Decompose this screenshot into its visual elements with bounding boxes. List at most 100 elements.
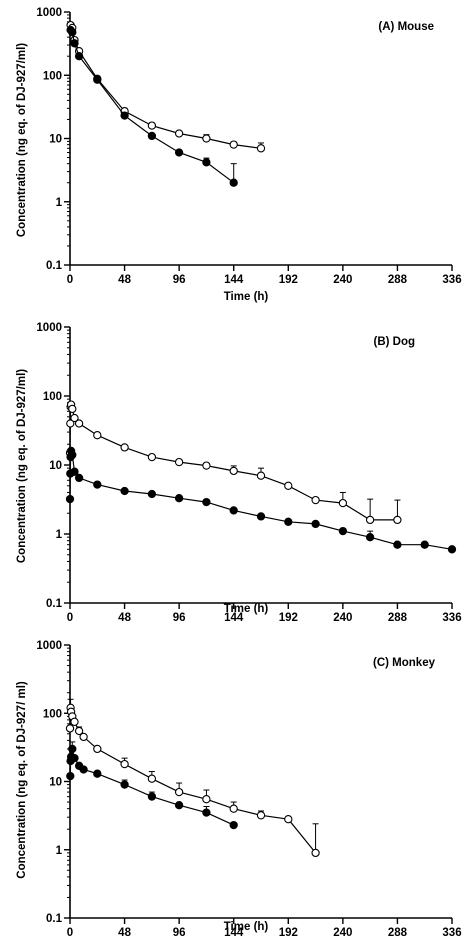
panel-b-series-open-point <box>70 413 79 423</box>
panel-b-series-filled-point <box>120 486 129 496</box>
panel-b-series-open-line <box>69 402 398 521</box>
y-tick-label: 1000 <box>36 640 62 652</box>
panel-c-series-filled-point <box>79 765 88 774</box>
panel-b-series-filled-point <box>147 489 157 499</box>
y-tick-label: 1000 <box>36 7 62 19</box>
panel-c-series-open-point <box>79 732 88 742</box>
x-tick-label: 192 <box>279 274 298 286</box>
panel-a-series-open-point <box>256 144 266 153</box>
x-tick-label: 0 <box>67 927 73 939</box>
panel-b-series-open-point <box>311 495 320 505</box>
panel-a-series-open-point <box>229 140 238 149</box>
x-tick-label: 336 <box>442 927 461 939</box>
panel-b-series-open-point <box>147 452 157 462</box>
panel-b-series-filled-point <box>202 497 211 507</box>
panel-a-series-open-point <box>202 134 211 143</box>
panel-b-series-open-point <box>393 515 402 525</box>
y-tick-label: 1 <box>56 845 63 857</box>
panel-a-series-open-point <box>174 129 184 138</box>
panel-c-series-open-point <box>174 787 184 797</box>
panel-b-series-filled-point <box>70 467 79 476</box>
panel-b-series-open-point <box>66 419 75 428</box>
y-tick-label: 1000 <box>36 322 62 334</box>
panel-c-series-filled-point <box>174 801 184 810</box>
panel-b-series-filled-point <box>311 519 320 529</box>
panel-c-series-open-point <box>120 759 129 769</box>
panel-b-series-filled-point <box>65 494 75 504</box>
x-tick-label: 48 <box>118 274 131 286</box>
x-tick-label: 96 <box>173 612 186 624</box>
panel-c-series-filled-point <box>93 769 102 778</box>
panel-b-series-open-point <box>68 404 77 414</box>
y-tick-label: 1 <box>56 529 63 541</box>
panel-c-series-filled-point <box>147 792 157 801</box>
panel-c-series-open-point <box>70 717 79 726</box>
panel-b-series-filled-point <box>284 517 293 526</box>
panel-c-series-open-line <box>69 707 317 854</box>
x-tick-label: 144 <box>224 274 244 286</box>
panel-b-series-filled-point <box>256 512 266 521</box>
x-tick-label: 288 <box>388 274 408 286</box>
panel-c-series-open-point <box>65 724 75 733</box>
y-tick-label: 1 <box>56 197 63 209</box>
y-tick-label: 10 <box>49 460 62 472</box>
panel-a-series-filled-point <box>147 131 157 141</box>
x-tick-label: 144 <box>224 612 244 624</box>
x-tick-label: 240 <box>333 612 352 624</box>
panel-b-label: (B) Dog <box>373 336 415 348</box>
x-tick-label: 240 <box>333 927 352 939</box>
panel-a-series-filled-line <box>70 29 235 184</box>
y-tick-label: 10 <box>49 134 62 146</box>
panel-a-series-filled-point <box>174 148 184 157</box>
panel-a-series-filled-point <box>74 52 84 61</box>
y-tick-label: 100 <box>43 708 62 720</box>
panel-b-series-open-point <box>256 471 266 480</box>
y-tick-label: 100 <box>43 70 62 82</box>
panel-c-series-open-point <box>229 804 238 813</box>
panel-b-series-filled-point <box>229 506 238 515</box>
panel-b-series-open-point <box>229 466 238 476</box>
y-tick-label: 100 <box>43 391 62 403</box>
panel-b-series-filled-point <box>338 526 348 536</box>
x-tick-label: 192 <box>279 927 298 939</box>
x-tick-label: 0 <box>67 274 73 286</box>
panel-b-series-open-point <box>202 461 211 470</box>
x-tick-label: 192 <box>279 612 298 624</box>
panel-b-series-filled-point <box>68 450 77 460</box>
x-tick-label: 240 <box>333 274 352 286</box>
panel-b-series-filled-point <box>420 540 429 549</box>
panel-a: (A) Mouse Concentration (ng eq. of DJ-92… <box>16 7 462 303</box>
panel-a-x-axis-title: Time (h) <box>224 291 269 303</box>
panel-a-series-filled-point <box>120 111 129 120</box>
x-tick-label: 0 <box>67 612 73 624</box>
panel-c-series-open-point <box>311 848 320 858</box>
panel-a-series-filled-point <box>68 28 77 37</box>
y-tick-label: 0.1 <box>46 913 63 925</box>
panel-c-series-filled-point <box>66 771 75 781</box>
x-tick-label: 48 <box>118 612 131 624</box>
panel-a-series-filled-point <box>93 75 102 84</box>
y-tick-label: 0.1 <box>46 598 63 610</box>
panel-c-series-open-point <box>256 811 266 820</box>
x-tick-label: 48 <box>118 927 131 939</box>
panel-c-label: (C) Monkey <box>373 657 436 669</box>
panel-c-series-filled-point <box>68 744 77 754</box>
panel-b-series-filled-point <box>74 473 84 483</box>
y-tick-label: 10 <box>49 777 62 789</box>
panel-c-x-axis-title: Time (h) <box>224 921 269 933</box>
panel-b-series-open-point <box>338 498 348 508</box>
panel-b-series-open-point <box>74 419 84 428</box>
panel-c-series-open-point <box>202 795 211 804</box>
panel-b-series-filled-point <box>174 494 184 503</box>
panel-c-series-open-point <box>74 726 84 736</box>
x-tick-label: 288 <box>388 927 408 939</box>
panel-b: (B) Dog Concentration (ng eq. of DJ-927/… <box>16 322 462 624</box>
panel-c-series-filled-point <box>229 820 238 830</box>
panel-b-series-filled-point <box>93 480 102 489</box>
panel-c: (C) Monkey Concentration (ng eq. of DJ-9… <box>16 640 462 939</box>
panel-c-series-filled-point <box>202 808 211 817</box>
panel-a-series-filled-point <box>229 178 238 187</box>
panel-a-series-open-point <box>147 121 157 130</box>
panel-c-y-axis-title: Concentration (ng eq. of DJ-927/ ml) <box>16 681 28 879</box>
